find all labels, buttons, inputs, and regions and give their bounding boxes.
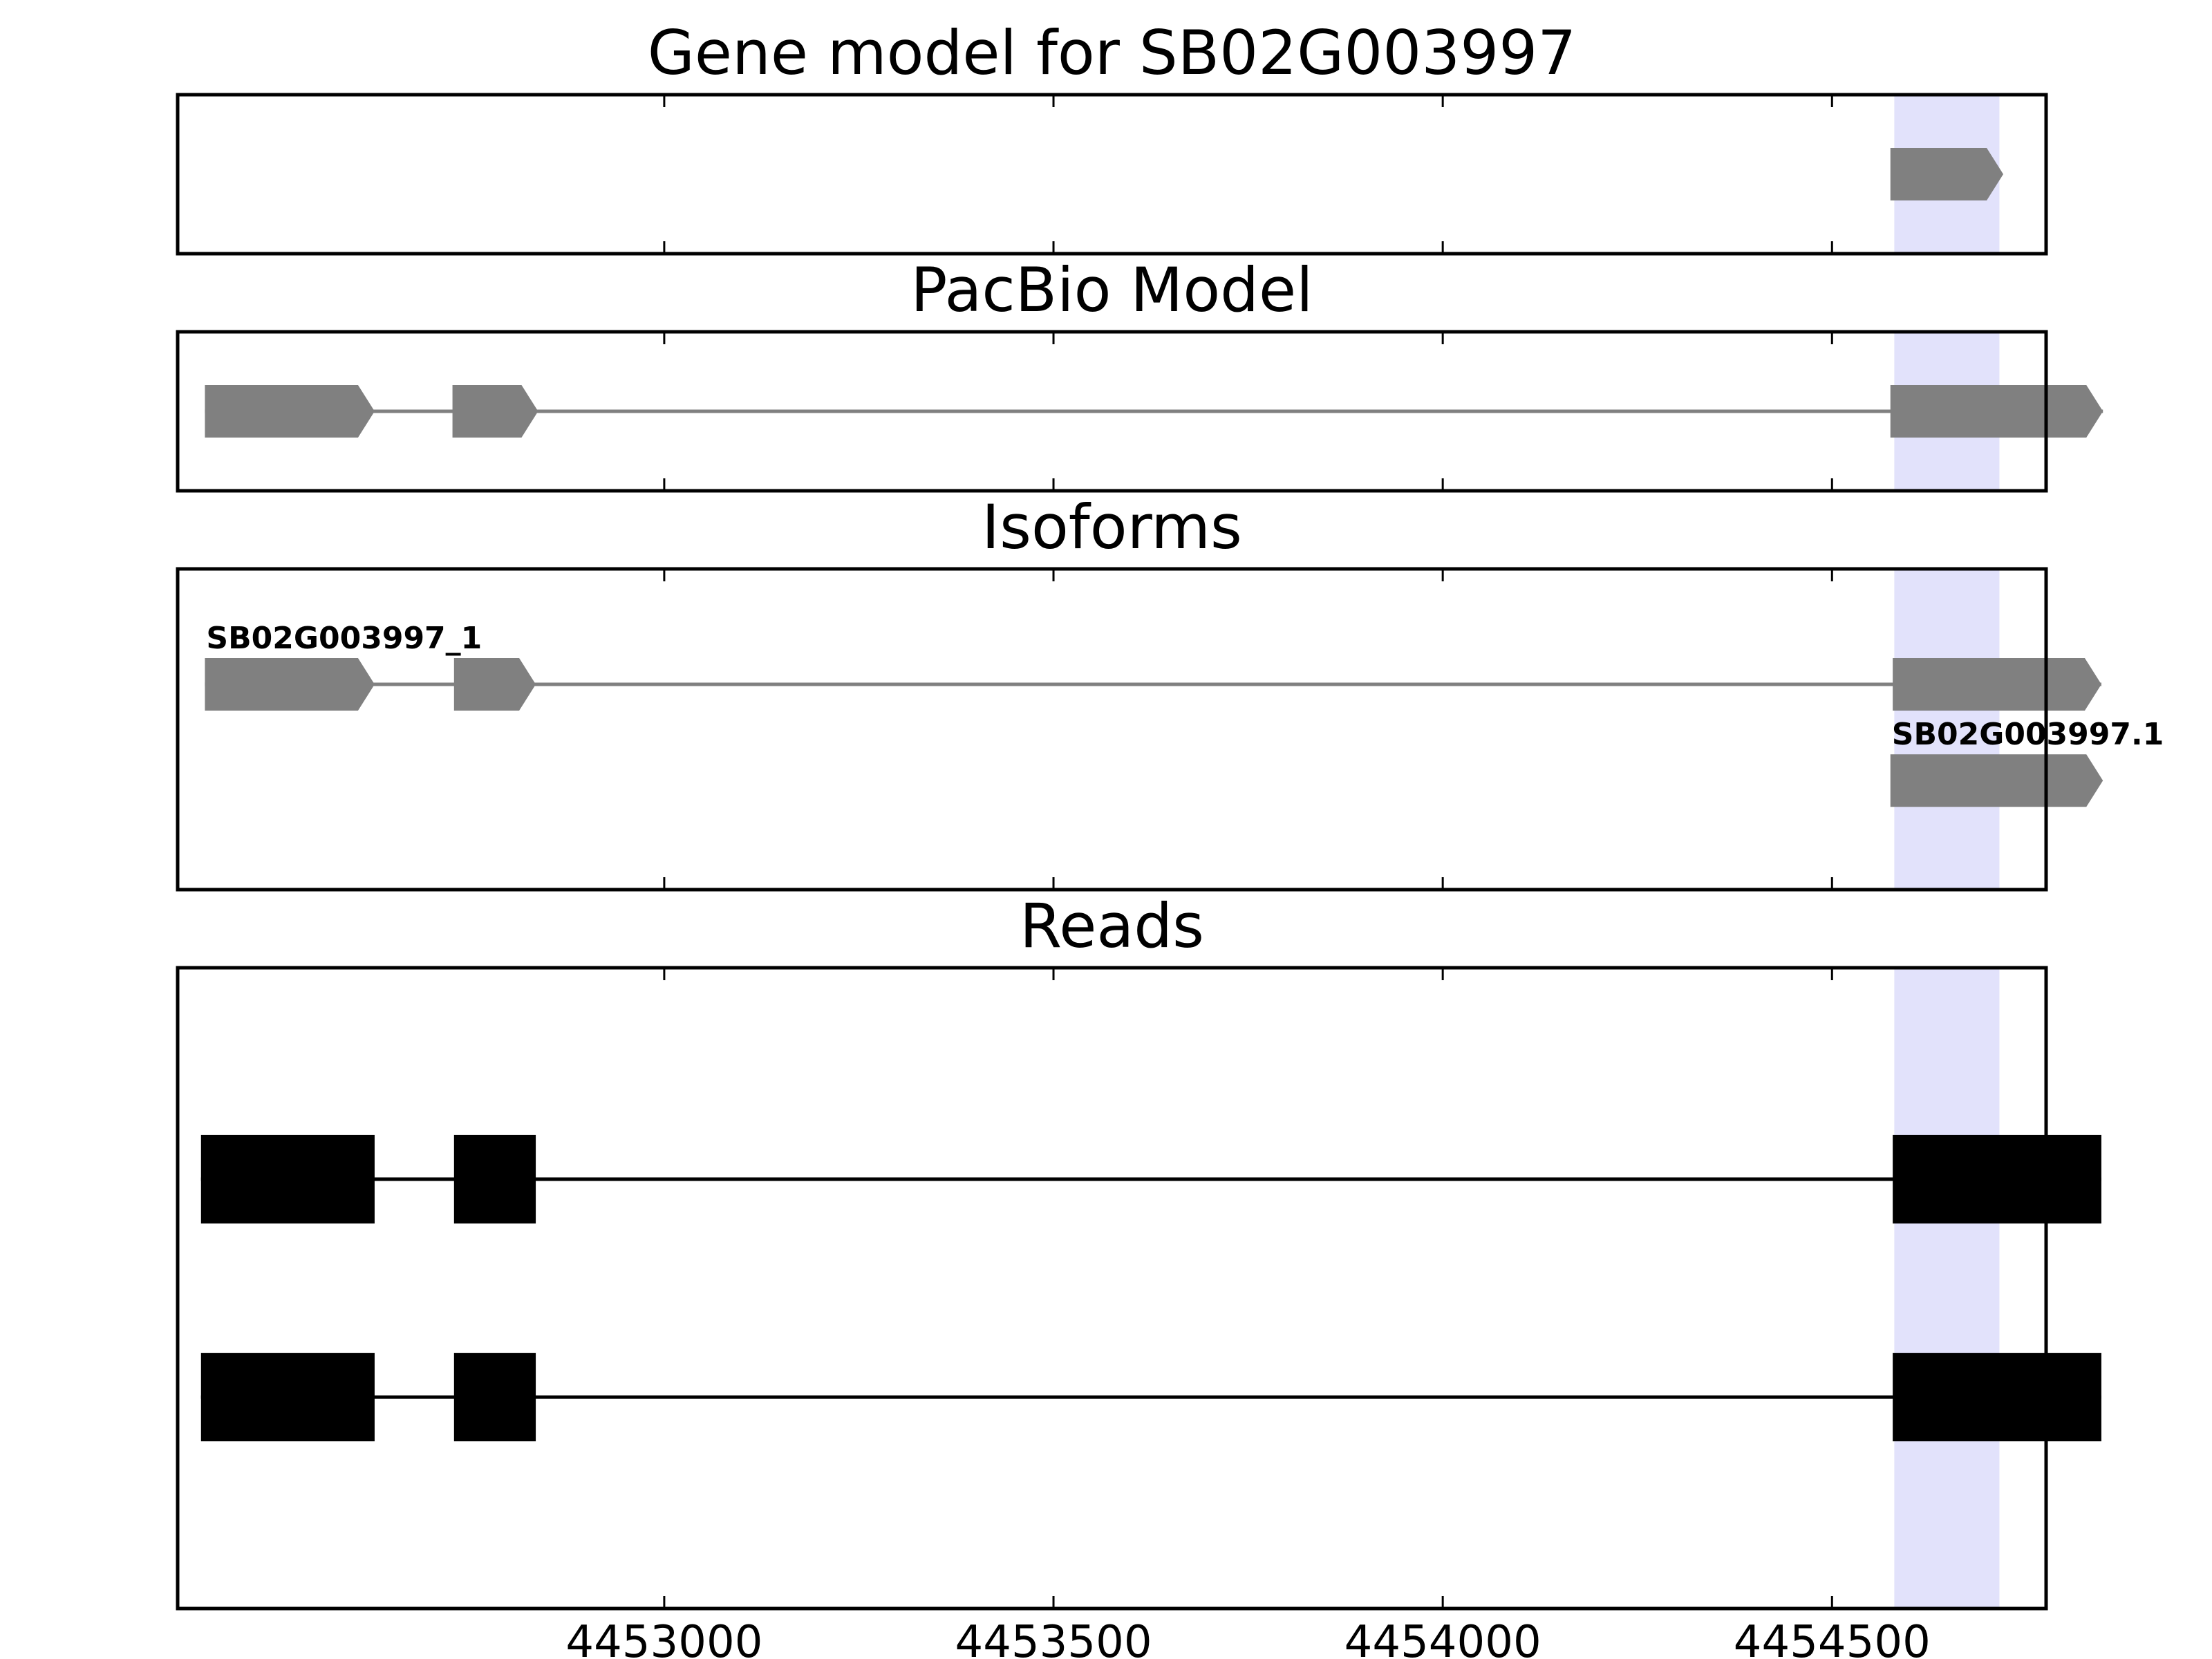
read-block xyxy=(453,1134,536,1224)
isoform-label: SB02G003997.1 xyxy=(1892,717,2164,752)
highlight-band xyxy=(1894,968,2000,1609)
axes-frame xyxy=(176,93,2048,256)
isoform-label: SB02G003997_1 xyxy=(206,621,482,656)
panel-pacbio-model: PacBio Model xyxy=(176,254,2103,493)
exon-arrow xyxy=(1890,754,2103,807)
read-block xyxy=(453,1353,536,1442)
x-tick-label: 4454000 xyxy=(1344,1617,1541,1659)
feature-track: SB02G003997.1 xyxy=(1890,717,2164,807)
panel-reads: Reads xyxy=(176,890,2101,1611)
exon-arrow xyxy=(1893,658,2101,711)
panel-title: PacBio Model xyxy=(910,254,1313,326)
read-block xyxy=(1893,1134,2101,1224)
exon-arrow xyxy=(453,658,536,711)
feature-track xyxy=(205,385,2103,438)
read-block xyxy=(200,1134,375,1224)
exon-arrow xyxy=(1890,385,2103,438)
read-track xyxy=(200,1134,2101,1224)
feature-track: SB02G003997_1 xyxy=(205,621,2101,711)
panel-isoforms: SB02G003997_1 SB02G003997.1 Isoforms xyxy=(176,491,2164,892)
read-block xyxy=(1893,1353,2101,1442)
feature-track xyxy=(1890,148,2004,200)
x-tick-label: 4453500 xyxy=(955,1617,1152,1659)
x-tick-label: 4453000 xyxy=(565,1617,762,1659)
read-block xyxy=(200,1353,375,1442)
exon-arrow xyxy=(452,385,538,438)
panel-title: Reads xyxy=(1020,890,1204,962)
read-track xyxy=(200,1353,2101,1442)
highlight-band xyxy=(1894,569,2000,890)
axes-frame xyxy=(176,330,2048,493)
panel-title: Gene model for SB02G003997 xyxy=(648,17,1577,88)
exon-arrow xyxy=(205,658,375,711)
panel-title: Isoforms xyxy=(982,491,1242,563)
axes-frame xyxy=(176,966,2048,1611)
x-tick-label: 4454500 xyxy=(1734,1617,1931,1659)
exon-arrow xyxy=(1890,148,2004,200)
axes-frame xyxy=(176,567,2048,892)
exon-arrow xyxy=(205,385,375,438)
panel-gene-model: Gene model for SB02G003997 xyxy=(176,17,2048,256)
